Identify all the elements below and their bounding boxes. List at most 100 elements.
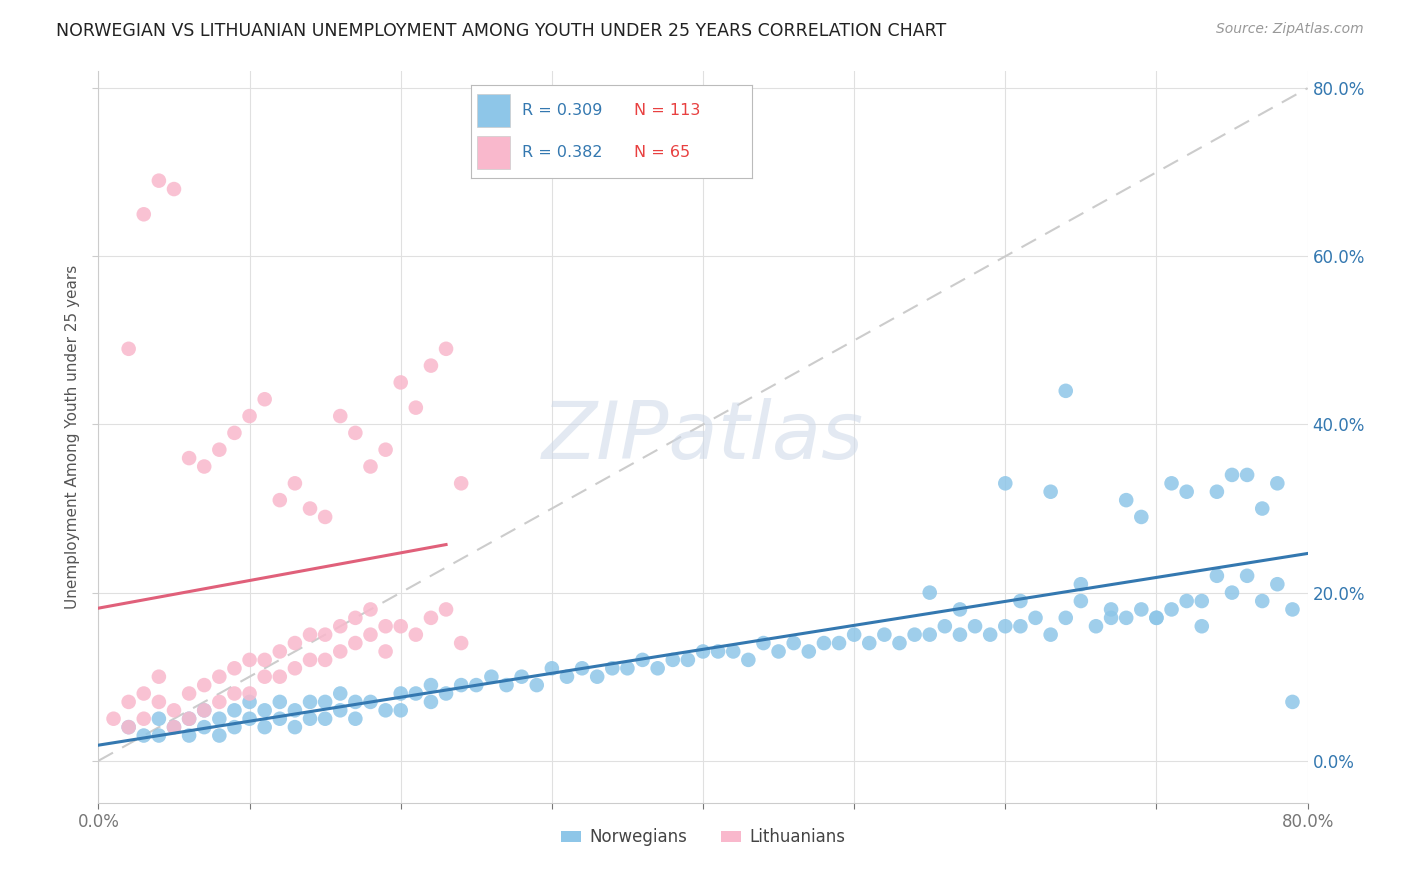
- Point: [314, 510, 336, 524]
- Point: [510, 670, 533, 684]
- Point: [420, 695, 443, 709]
- Point: [783, 636, 806, 650]
- Point: [949, 602, 972, 616]
- Point: [1160, 476, 1182, 491]
- Point: [344, 712, 367, 726]
- Point: [299, 627, 322, 641]
- Point: [979, 627, 1001, 641]
- FancyBboxPatch shape: [477, 136, 510, 169]
- Point: [602, 661, 624, 675]
- Point: [858, 636, 880, 650]
- Point: [360, 695, 382, 709]
- Point: [647, 661, 669, 675]
- Point: [405, 401, 427, 415]
- Point: [118, 720, 141, 734]
- Point: [148, 670, 170, 684]
- Point: [344, 425, 367, 440]
- Point: [1175, 594, 1198, 608]
- Point: [873, 627, 896, 641]
- Point: [329, 409, 352, 423]
- Point: [555, 670, 578, 684]
- Point: [768, 644, 790, 658]
- Point: [179, 686, 201, 700]
- Point: [994, 476, 1017, 491]
- Point: [1099, 611, 1122, 625]
- Point: [208, 729, 231, 743]
- Point: [374, 644, 396, 658]
- Point: [253, 653, 276, 667]
- Point: [132, 686, 155, 700]
- Point: [1144, 611, 1167, 625]
- Point: [132, 729, 155, 743]
- Point: [269, 493, 291, 508]
- Point: [797, 644, 820, 658]
- Point: [284, 476, 307, 491]
- Point: [1144, 611, 1167, 625]
- Text: N = 65: N = 65: [634, 145, 690, 161]
- Point: [661, 653, 683, 667]
- Point: [163, 720, 186, 734]
- Point: [253, 703, 276, 717]
- Point: [269, 644, 291, 658]
- Legend: Norwegians, Lithuanians: Norwegians, Lithuanians: [554, 822, 852, 853]
- Point: [299, 501, 322, 516]
- Point: [1070, 577, 1092, 591]
- Point: [193, 678, 215, 692]
- Point: [918, 585, 941, 599]
- Point: [1099, 602, 1122, 616]
- Point: [239, 686, 262, 700]
- Point: [1039, 627, 1062, 641]
- Point: [299, 695, 322, 709]
- Point: [889, 636, 911, 650]
- Point: [1115, 611, 1137, 625]
- Point: [420, 678, 443, 692]
- Point: [253, 720, 276, 734]
- Point: [1191, 594, 1213, 608]
- Point: [389, 376, 412, 390]
- Text: ZIPatlas: ZIPatlas: [541, 398, 865, 476]
- Point: [374, 703, 396, 717]
- Point: [269, 670, 291, 684]
- Point: [269, 695, 291, 709]
- Point: [949, 627, 972, 641]
- Point: [132, 712, 155, 726]
- Point: [132, 207, 155, 221]
- Point: [314, 695, 336, 709]
- Point: [284, 703, 307, 717]
- Point: [208, 670, 231, 684]
- Point: [1251, 594, 1274, 608]
- Point: [284, 720, 307, 734]
- Point: [1160, 602, 1182, 616]
- Point: [284, 636, 307, 650]
- Point: [571, 661, 593, 675]
- Point: [118, 695, 141, 709]
- Point: [1220, 467, 1243, 482]
- Point: [224, 425, 246, 440]
- Point: [148, 729, 170, 743]
- Point: [314, 627, 336, 641]
- FancyBboxPatch shape: [477, 95, 510, 127]
- Point: [965, 619, 987, 633]
- Point: [329, 619, 352, 633]
- Point: [163, 182, 186, 196]
- Point: [1281, 695, 1303, 709]
- Point: [1054, 611, 1077, 625]
- Point: [118, 342, 141, 356]
- Point: [329, 686, 352, 700]
- Point: [299, 653, 322, 667]
- Point: [118, 720, 141, 734]
- Point: [103, 712, 125, 726]
- Point: [631, 653, 654, 667]
- Point: [389, 703, 412, 717]
- Point: [405, 686, 427, 700]
- Point: [253, 670, 276, 684]
- Point: [1267, 577, 1289, 591]
- Point: [707, 644, 730, 658]
- Point: [239, 653, 262, 667]
- Point: [208, 712, 231, 726]
- Point: [450, 678, 472, 692]
- Point: [1175, 484, 1198, 499]
- Point: [1206, 484, 1229, 499]
- Point: [540, 661, 562, 675]
- Point: [405, 627, 427, 641]
